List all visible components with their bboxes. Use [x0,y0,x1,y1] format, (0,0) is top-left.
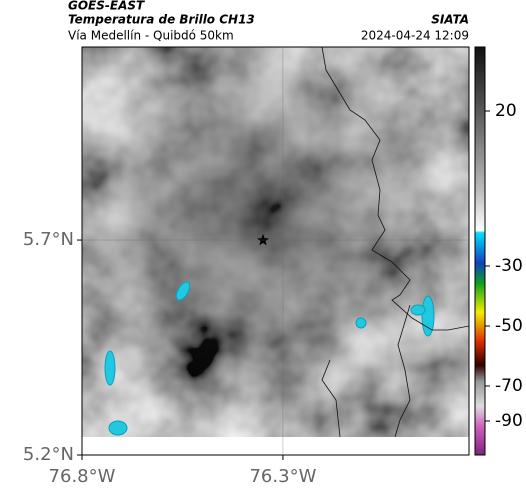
source: GOES-EAST [68,0,145,13]
colorbar-tick-label: -30 [495,256,523,276]
cold-cloud-patches [104,281,435,436]
patch [410,304,426,316]
boundaries [321,47,469,437]
colorbar-tick-label: -50 [495,316,523,336]
title: Temperatura de Brillo CH13 [68,13,255,27]
cloud-shade [82,47,469,437]
x-tick-label: 76.3°W [249,466,316,487]
colorbar [474,46,486,456]
patch [104,350,116,386]
colorbar-tick-label: -90 [495,411,523,431]
colorbar-tick-label: -70 [495,376,523,396]
patch [355,317,367,329]
subtitle: Vía Medellín - Quibdó 50km [68,29,234,43]
station-marker [257,234,269,246]
y-tick-label: 5.2°N [23,444,74,465]
colorbar-tick-label: 20 [495,101,517,121]
satellite-image [82,47,469,437]
plot-frame [81,46,470,456]
timestamp: 2024-04-24 12:09 [361,29,469,43]
patch [175,281,191,301]
x-tick-label: 76.8°W [49,466,116,487]
patch [108,420,128,436]
org: SIATA [431,13,469,27]
y-tick-label: 5.7°N [23,229,74,250]
